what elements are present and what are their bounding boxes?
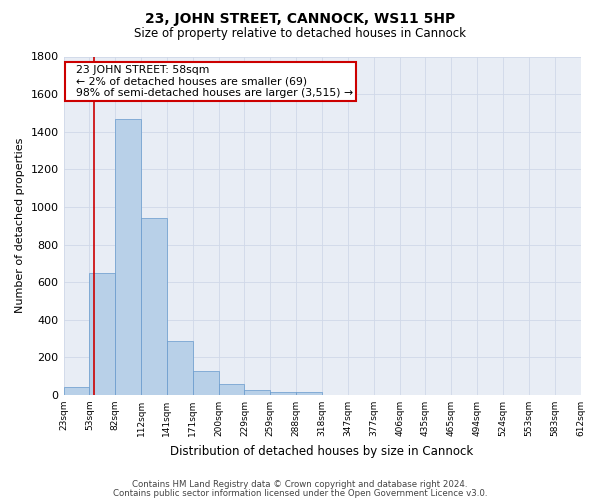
Text: Size of property relative to detached houses in Cannock: Size of property relative to detached ho… bbox=[134, 28, 466, 40]
Bar bbox=[141, 218, 167, 395]
Bar bbox=[296, 392, 322, 395]
Bar bbox=[89, 272, 115, 395]
X-axis label: Distribution of detached houses by size in Cannock: Distribution of detached houses by size … bbox=[170, 444, 473, 458]
Text: Contains public sector information licensed under the Open Government Licence v3: Contains public sector information licen… bbox=[113, 489, 487, 498]
Bar bbox=[218, 384, 244, 395]
Bar bbox=[64, 388, 89, 395]
Text: 23 JOHN STREET: 58sqm
  ← 2% of detached houses are smaller (69)
  98% of semi-d: 23 JOHN STREET: 58sqm ← 2% of detached h… bbox=[69, 65, 353, 98]
Text: Contains HM Land Registry data © Crown copyright and database right 2024.: Contains HM Land Registry data © Crown c… bbox=[132, 480, 468, 489]
Bar bbox=[193, 372, 218, 395]
Bar bbox=[115, 118, 141, 395]
Bar bbox=[244, 390, 271, 395]
Bar bbox=[271, 392, 296, 395]
Bar bbox=[167, 342, 193, 395]
Text: 23, JOHN STREET, CANNOCK, WS11 5HP: 23, JOHN STREET, CANNOCK, WS11 5HP bbox=[145, 12, 455, 26]
Y-axis label: Number of detached properties: Number of detached properties bbox=[15, 138, 25, 314]
